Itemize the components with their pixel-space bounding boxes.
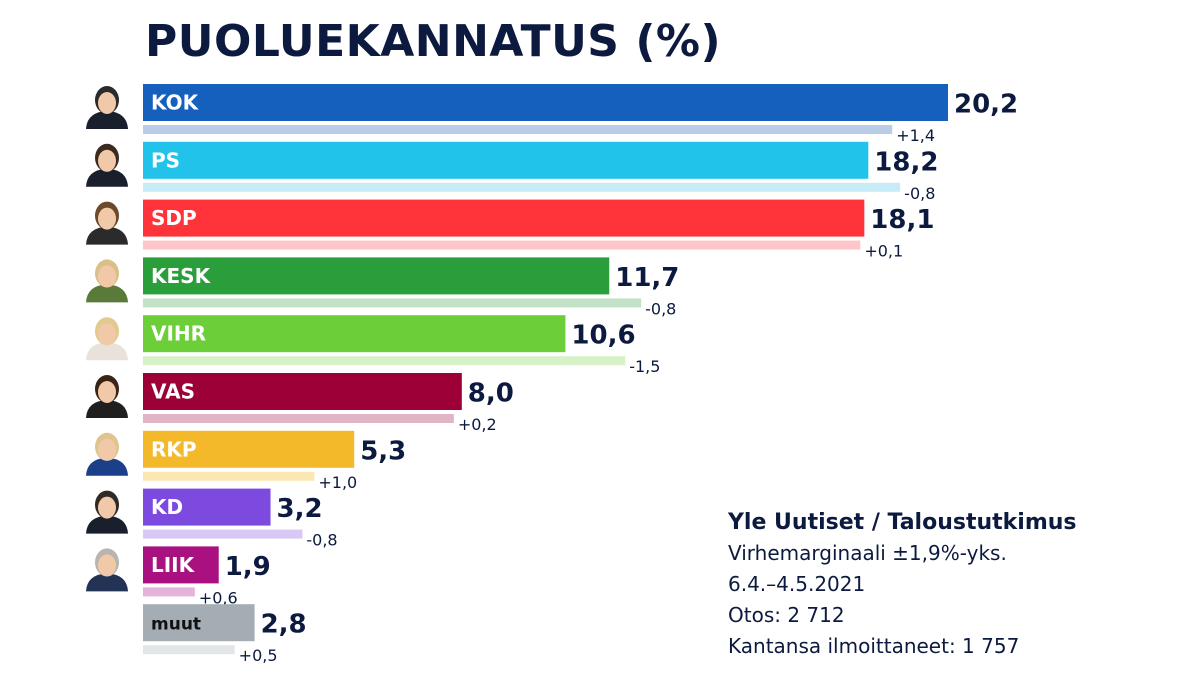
portrait-face bbox=[98, 92, 116, 114]
previous-value-bar bbox=[143, 125, 893, 134]
party-label: VAS bbox=[151, 380, 195, 404]
party-label: muut bbox=[151, 615, 201, 635]
portrait-face bbox=[98, 207, 116, 230]
value-label: 3,2 bbox=[277, 494, 323, 524]
value-label: 18,1 bbox=[870, 205, 934, 235]
portrait-icon bbox=[85, 198, 129, 245]
portrait-icon bbox=[85, 256, 129, 303]
chart-title: PUOLUEKANNATUS (%) bbox=[145, 16, 722, 67]
portrait-icon bbox=[85, 487, 129, 534]
previous-value-bar bbox=[143, 356, 626, 366]
portrait-icon bbox=[85, 429, 129, 476]
portrait-icon bbox=[85, 372, 129, 418]
portrait-icon bbox=[85, 140, 129, 187]
change-label: -0,8 bbox=[904, 184, 935, 203]
change-label: +0,2 bbox=[458, 415, 497, 434]
change-label: +1,0 bbox=[318, 473, 357, 492]
bars-group: KOK 20,2 +1,4 PS 18,2 -0,8 SDP 18,1 +0,1 KESK 11,7… bbox=[85, 83, 1018, 665]
previous-value-bar bbox=[143, 645, 235, 655]
portrait-shoulders bbox=[86, 111, 128, 129]
value-label: 18,2 bbox=[874, 147, 938, 177]
margin-of-error: Virhemarginaali ±1,9%-yks. bbox=[728, 541, 1007, 565]
bar bbox=[143, 373, 462, 410]
portrait-icon bbox=[85, 314, 129, 361]
portrait-face bbox=[98, 554, 116, 577]
change-label: +0,5 bbox=[239, 646, 278, 665]
previous-value-bar bbox=[143, 587, 195, 597]
portrait-shoulders bbox=[86, 573, 128, 592]
portrait-shoulders bbox=[86, 284, 128, 303]
bar-row: KESK 11,7 -0,8 bbox=[85, 256, 679, 318]
change-label: +1,4 bbox=[896, 126, 935, 145]
bar bbox=[143, 84, 948, 121]
party-label: LIIK bbox=[151, 553, 196, 577]
change-label: -1,5 bbox=[629, 357, 660, 376]
value-label: 1,9 bbox=[225, 552, 271, 582]
bar bbox=[143, 141, 869, 179]
bar-row: SDP 18,1 +0,1 bbox=[85, 198, 934, 261]
portrait-icon bbox=[85, 545, 129, 592]
party-label: KOK bbox=[151, 91, 200, 115]
value-label: 10,6 bbox=[571, 321, 635, 351]
source-info: Yle Uutiset / Taloustutkimus Virhemargin… bbox=[728, 508, 1077, 662]
party-label: RKP bbox=[151, 437, 197, 461]
previous-value-bar bbox=[143, 529, 303, 539]
portrait-shoulders bbox=[86, 342, 128, 361]
portrait-shoulders bbox=[86, 457, 128, 476]
previous-value-bar bbox=[143, 471, 315, 481]
party-label: PS bbox=[151, 148, 180, 172]
portrait-icon bbox=[85, 83, 129, 129]
value-label: 5,3 bbox=[360, 436, 406, 466]
bar-row: RKP 5,3+1,0 bbox=[85, 429, 406, 492]
portrait-face bbox=[98, 496, 116, 519]
change-label: -0,8 bbox=[306, 531, 337, 550]
source-title: Yle Uutiset / Taloustutkimus bbox=[728, 510, 1077, 535]
respondents-count: Kantansa ilmoittaneet: 1 757 bbox=[728, 634, 1020, 658]
portrait-shoulders bbox=[86, 400, 128, 418]
survey-period: 6.4.–4.5.2021 bbox=[728, 572, 866, 596]
previous-value-bar bbox=[143, 298, 642, 308]
party-label: SDP bbox=[151, 206, 197, 230]
bar-row: muut 2,8 +0,5 bbox=[143, 604, 307, 665]
portrait-shoulders bbox=[86, 226, 128, 245]
bar-row: VAS 8,0 +0,2 bbox=[85, 372, 514, 434]
value-label: 11,7 bbox=[615, 263, 679, 293]
sample-size: Otos: 2 712 bbox=[728, 603, 845, 627]
party-label: VIHR bbox=[151, 322, 206, 346]
portrait-face bbox=[98, 265, 116, 288]
portrait-shoulders bbox=[86, 168, 128, 187]
previous-value-bar bbox=[143, 240, 861, 250]
portrait-face bbox=[98, 438, 116, 461]
bar-row: KD 3,2 -0,8 bbox=[85, 487, 338, 550]
bar bbox=[143, 546, 219, 584]
value-label: 8,0 bbox=[468, 379, 514, 409]
portrait-face bbox=[98, 381, 116, 403]
previous-value-bar bbox=[143, 182, 901, 192]
change-label: -0,8 bbox=[645, 299, 676, 318]
bar-row: LIIK 1,9 +0,6 bbox=[85, 545, 271, 607]
portrait-shoulders bbox=[86, 515, 128, 534]
bar-row: PS 18,2 -0,8 bbox=[85, 140, 938, 203]
portrait-face bbox=[98, 323, 116, 346]
change-label: +0,1 bbox=[864, 242, 903, 261]
party-label: KESK bbox=[151, 264, 212, 288]
bar bbox=[143, 199, 865, 237]
change-label: +0,6 bbox=[199, 588, 238, 607]
bar bbox=[143, 604, 255, 642]
bar bbox=[143, 488, 271, 526]
value-label: 2,8 bbox=[261, 610, 307, 640]
bar bbox=[143, 315, 566, 353]
bar bbox=[143, 430, 355, 468]
bar bbox=[143, 257, 610, 295]
party-label: KD bbox=[151, 495, 183, 519]
portrait-face bbox=[98, 149, 116, 172]
previous-value-bar bbox=[143, 414, 454, 423]
bar-row: KOK 20,2 +1,4 bbox=[85, 83, 1018, 145]
bar-row: VIHR 10,6 -1,5 bbox=[85, 314, 660, 376]
value-label: 20,2 bbox=[954, 90, 1018, 120]
